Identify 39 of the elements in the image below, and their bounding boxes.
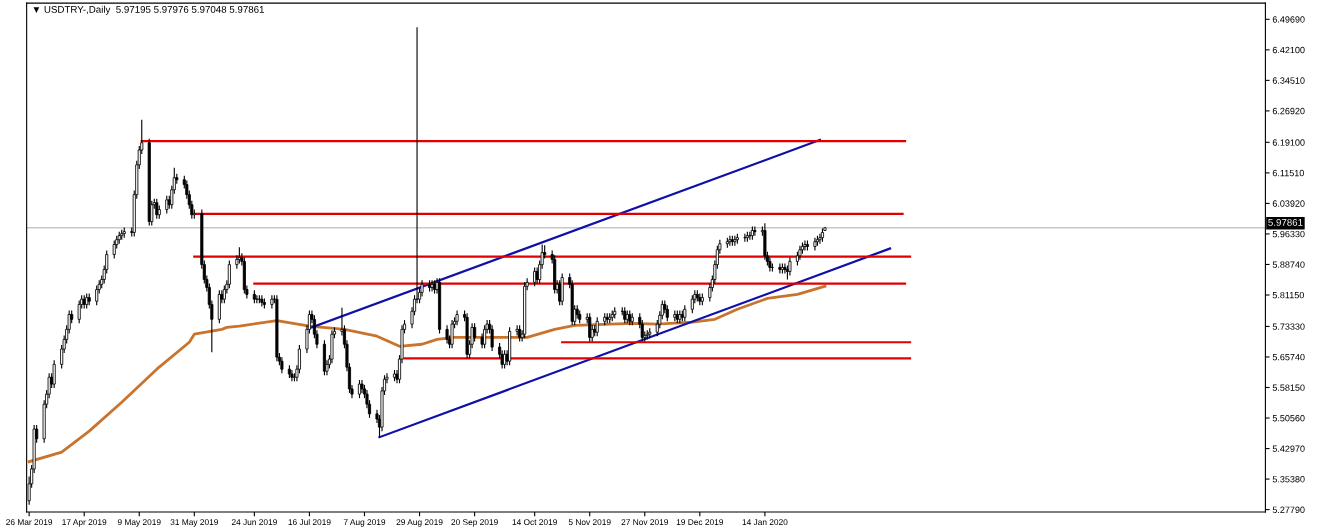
x-tick-label: 29 Aug 2019 (396, 519, 443, 527)
y-tick-label: 5.35380 (1272, 476, 1305, 483)
x-tick-label: 24 Jun 2019 (231, 519, 277, 526)
x-tick-label: 20 Sep 2019 (451, 519, 498, 527)
x-tick-label: 26 Mar 2019 (6, 519, 53, 526)
y-tick-label: 5.42970 (1272, 445, 1305, 452)
y-tick-label: 5.27790 (1272, 506, 1305, 513)
y-tick-label: 6.42100 (1272, 46, 1305, 54)
y-tick-label: 5.65740 (1272, 353, 1305, 361)
candlestick (490, 324, 494, 352)
ref-line-label: 5.97861 (1268, 218, 1303, 226)
y-tick-label: 6.11510 (1272, 169, 1304, 177)
y-tick-label: 6.34510 (1272, 77, 1305, 84)
x-tick-label: 17 Apr 2019 (62, 519, 107, 527)
candlestick (77, 299, 81, 324)
chart-title: ▼ USDTRY-,Daily 5.97195 5.97976 5.97048 5.97861 (33, 5, 264, 15)
x-tick-label: 19 Dec 2019 (676, 519, 724, 526)
x-tick-label: 27 Nov 2019 (621, 519, 668, 526)
y-tick-label: 5.50560 (1272, 414, 1305, 422)
y-tick-label: 6.49690 (1272, 16, 1305, 23)
y-tick-label: 6.03920 (1272, 200, 1305, 207)
y-tick-label: 6.26920 (1272, 107, 1305, 115)
y-tick-label: 5.96330 (1272, 230, 1305, 238)
candlestick (753, 225, 757, 237)
y-tick-label: 5.73330 (1272, 323, 1305, 330)
y-tick-label: 5.81150 (1272, 291, 1304, 299)
candlestick (690, 294, 694, 314)
y-tick-label: 6.19100 (1272, 139, 1305, 146)
x-tick-label: 16 Jul 2019 (288, 518, 331, 526)
candlestick (112, 239, 116, 260)
y-tick-label: 5.58150 (1272, 384, 1305, 391)
x-tick-label: 7 Aug 2019 (343, 519, 386, 527)
x-tick-label: 31 May 2019 (170, 519, 219, 527)
x-tick-label: 5 Nov 2019 (568, 519, 611, 526)
x-tick-label: 9 May 2019 (117, 519, 161, 527)
x-tick-label: 14 Jan 2020 (742, 519, 788, 526)
line-series (27, 284, 827, 464)
x-tick-label: 14 Oct 2019 (512, 519, 557, 526)
y-tick-label: 5.88740 (1272, 261, 1305, 268)
